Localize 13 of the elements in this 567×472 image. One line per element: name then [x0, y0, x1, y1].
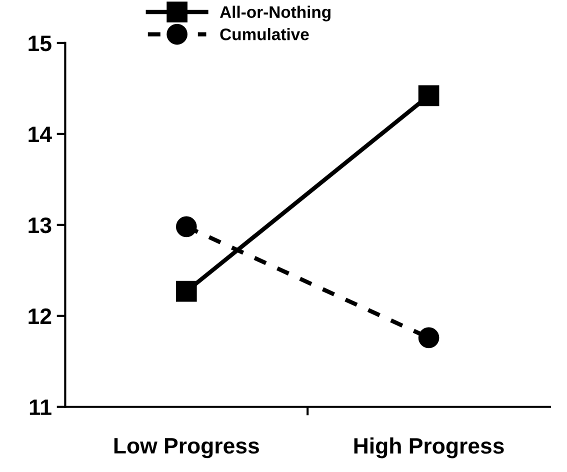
y-tick-label: 15	[28, 36, 52, 52]
legend-label: Cumulative	[220, 28, 309, 40]
x-tick-label: High Progress	[354, 437, 504, 458]
point	[418, 327, 440, 348]
y-tick-label: 12	[28, 308, 52, 324]
y-tick-label: 14	[28, 126, 52, 142]
point	[176, 280, 197, 302]
point	[176, 216, 197, 238]
point	[418, 85, 440, 106]
legend-label: All-or-Nothing	[220, 6, 330, 22]
y-tick-label: 13	[28, 217, 52, 234]
x-tick-label: Low Progress	[114, 438, 259, 458]
y-tick-label: 11	[30, 400, 52, 415]
